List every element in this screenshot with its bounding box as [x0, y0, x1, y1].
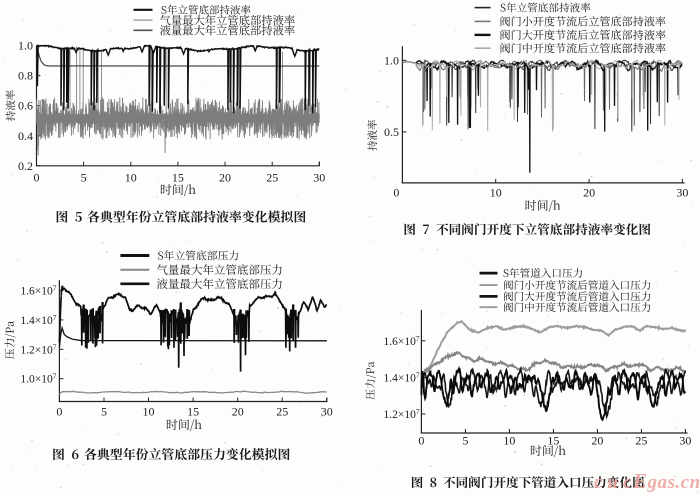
svg-text:1.4×107: 1.4×107 — [383, 370, 419, 384]
svg-text:20: 20 — [583, 186, 595, 200]
svg-text:1.0×107: 1.0×107 — [20, 372, 56, 386]
svg-text:10: 10 — [490, 186, 502, 200]
svg-text:10: 10 — [125, 171, 137, 185]
svg-text:5: 5 — [462, 434, 468, 448]
svg-text:5: 5 — [101, 404, 107, 418]
svg-text:0.4: 0.4 — [18, 129, 33, 143]
svg-text:Egas.cn: Egas.cn — [632, 469, 700, 493]
svg-text:10: 10 — [503, 434, 515, 448]
svg-text:5: 5 — [81, 171, 87, 185]
svg-text:0: 0 — [56, 404, 62, 418]
svg-text:15: 15 — [547, 434, 559, 448]
svg-text:0.5: 0.5 — [384, 125, 399, 139]
svg-text:25: 25 — [276, 404, 288, 418]
svg-text:25: 25 — [266, 171, 278, 185]
svg-text:20: 20 — [591, 434, 603, 448]
svg-text:20: 20 — [219, 171, 231, 185]
svg-text:30: 30 — [679, 434, 691, 448]
svg-text:15: 15 — [187, 404, 199, 418]
svg-text:1.0: 1.0 — [18, 39, 33, 53]
svg-text:25: 25 — [635, 434, 647, 448]
svg-text:10: 10 — [143, 404, 155, 418]
svg-text:1.6×107: 1.6×107 — [20, 284, 56, 298]
svg-text:0: 0 — [34, 171, 40, 185]
svg-text:0.8: 0.8 — [18, 69, 33, 83]
svg-text:30: 30 — [313, 171, 325, 185]
svg-text:cuc: cuc — [594, 472, 636, 493]
svg-text:0.6: 0.6 — [18, 99, 33, 113]
svg-text:1.2×107: 1.2×107 — [383, 407, 419, 421]
svg-text:30: 30 — [676, 186, 688, 200]
svg-text:1.4×107: 1.4×107 — [20, 313, 56, 327]
svg-text:15: 15 — [172, 171, 184, 185]
svg-text:1.0: 1.0 — [384, 53, 399, 67]
svg-text:30: 30 — [321, 404, 333, 418]
svg-text:1.6×107: 1.6×107 — [383, 334, 419, 348]
svg-text:20: 20 — [232, 404, 244, 418]
svg-text:1.2×107: 1.2×107 — [20, 342, 56, 356]
svg-text:0.2: 0.2 — [18, 159, 33, 173]
svg-text:0: 0 — [418, 434, 424, 448]
svg-text:0: 0 — [393, 186, 399, 200]
